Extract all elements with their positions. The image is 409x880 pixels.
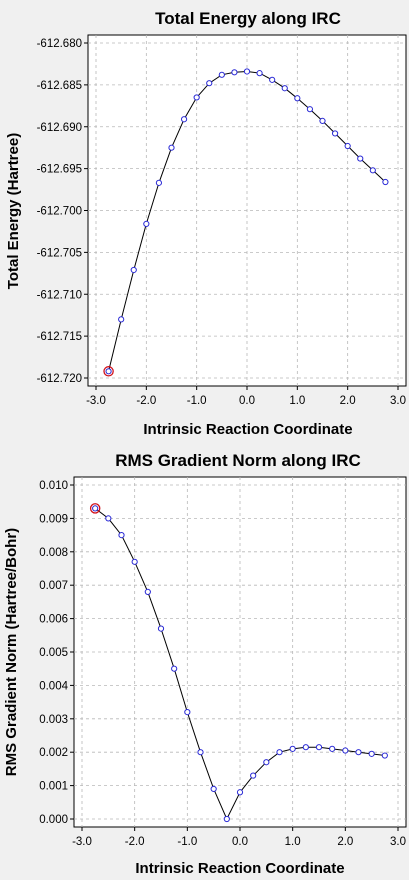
data-point	[118, 316, 125, 323]
data-point	[369, 167, 376, 174]
data-point	[155, 179, 163, 186]
data-point	[276, 749, 283, 756]
y-tick-label: -612.715	[37, 331, 82, 343]
data-point	[331, 130, 339, 137]
x-axis-label: Intrinsic Reaction Coordinate	[143, 421, 352, 438]
data-point	[269, 76, 276, 83]
x-tick-label: 3.0	[390, 395, 406, 407]
x-tick-label: -1.0	[187, 395, 207, 407]
y-tick-label: 0.007	[39, 580, 68, 592]
data-point	[243, 68, 251, 75]
data-point	[294, 95, 301, 102]
data-point	[206, 80, 213, 87]
data-point	[168, 144, 175, 151]
current-point-marker	[103, 366, 114, 377]
chart-title: RMS Gradient Norm along IRC	[115, 451, 361, 470]
x-tick-label: -1.0	[177, 836, 197, 848]
x-tick-label: 2.0	[337, 836, 353, 848]
x-tick-label: -2.0	[125, 836, 145, 848]
data-point	[210, 785, 217, 793]
data-point	[131, 558, 138, 565]
y-tick-label: 0.010	[39, 480, 68, 492]
data-point	[197, 749, 204, 756]
y-axis-label: Total Energy (Hartree)	[5, 133, 22, 289]
data-point	[231, 69, 238, 76]
data-point	[289, 745, 296, 752]
data-point	[143, 220, 150, 227]
data-point	[180, 116, 188, 123]
data-point	[193, 94, 200, 101]
x-axis-label: Intrinsic Reaction Coordinate	[135, 860, 344, 877]
data-point	[105, 515, 112, 522]
data-point	[342, 747, 349, 754]
data-point	[92, 505, 99, 512]
data-point	[263, 759, 270, 766]
x-tick-label: -3.0	[86, 395, 106, 407]
data-point	[306, 106, 314, 113]
y-ticks: 0.010 0.009 0.008 0.007 0.006 0.005 0.004 0.003…	[39, 480, 74, 826]
gradient-chart: RMS Gradient Norm along IRC 0.0100.0090.…	[3, 451, 407, 877]
y-tick-label: -612.685	[37, 80, 82, 92]
series-energy	[103, 68, 389, 377]
data-point	[344, 142, 351, 150]
y-tick-label: 0.009	[39, 513, 68, 525]
x-tick-label: 1.0	[289, 395, 305, 407]
data-point	[157, 625, 165, 632]
y-tick-label: -612.720	[37, 373, 82, 385]
data-point	[329, 745, 336, 752]
data-point	[218, 71, 225, 78]
data-point	[171, 665, 178, 672]
data-point	[355, 749, 362, 756]
y-tick-label: 0.005	[39, 647, 68, 659]
gridlines	[88, 35, 406, 386]
data-point	[281, 85, 288, 92]
y-tick-label: -612.710	[37, 289, 82, 301]
data-point	[315, 744, 323, 751]
x-tick-label: -2.0	[136, 395, 156, 407]
data-point	[223, 815, 230, 823]
chart-title: Total Energy along IRC	[155, 9, 341, 28]
x-tick-label: 2.0	[340, 395, 356, 407]
current-point-marker	[89, 503, 101, 514]
data-point	[368, 750, 375, 757]
data-point	[130, 266, 137, 274]
x-ticks: -3.0 -2.0 -1.0 0.0 1.0 2.0 3.0	[72, 827, 406, 848]
data-point	[302, 744, 309, 751]
y-tick-label: -612.680	[37, 38, 82, 50]
y-tick-label: 0.002	[39, 747, 68, 759]
x-ticks: -3.0 -2.0 -1.0 0.0 1.0 2.0 3.0	[86, 386, 406, 407]
y-tick-label: 0.000	[39, 814, 68, 826]
y-tick-label: 0.008	[39, 547, 68, 559]
x-tick-label: 0.0	[239, 395, 255, 407]
series-gradient	[89, 503, 388, 823]
y-ticks: -612.680 -612.685 -612.690 -612.695 -612.700…	[37, 38, 88, 385]
data-point	[250, 772, 257, 779]
y-tick-label: -612.705	[37, 247, 82, 259]
data-point	[105, 368, 112, 375]
x-tick-label: 1.0	[285, 836, 301, 848]
data-point	[382, 178, 389, 186]
y-tick-label: 0.003	[39, 714, 68, 726]
y-tick-label: -612.690	[37, 122, 82, 134]
x-tick-label: 0.0	[232, 836, 248, 848]
y-tick-label: 0.006	[39, 614, 68, 626]
data-point	[357, 155, 364, 162]
data-point	[256, 70, 263, 77]
data-point	[144, 588, 151, 595]
data-point	[118, 532, 125, 539]
y-tick-label: 0.001	[39, 781, 68, 793]
x-tick-label: -3.0	[72, 836, 92, 848]
data-point	[319, 117, 326, 124]
energy-chart: Total Energy along IRC -612.680-612.685-…	[5, 9, 407, 438]
data-point	[184, 709, 191, 716]
x-tick-label: 3.0	[390, 836, 406, 848]
y-tick-label: -612.695	[37, 164, 82, 176]
y-tick-label: -612.700	[37, 206, 82, 218]
data-point	[381, 752, 388, 759]
y-axis-label: RMS Gradient Norm (Hartree/Bohr)	[3, 528, 20, 776]
data-point	[236, 789, 244, 796]
y-tick-label: 0.004	[39, 680, 68, 692]
